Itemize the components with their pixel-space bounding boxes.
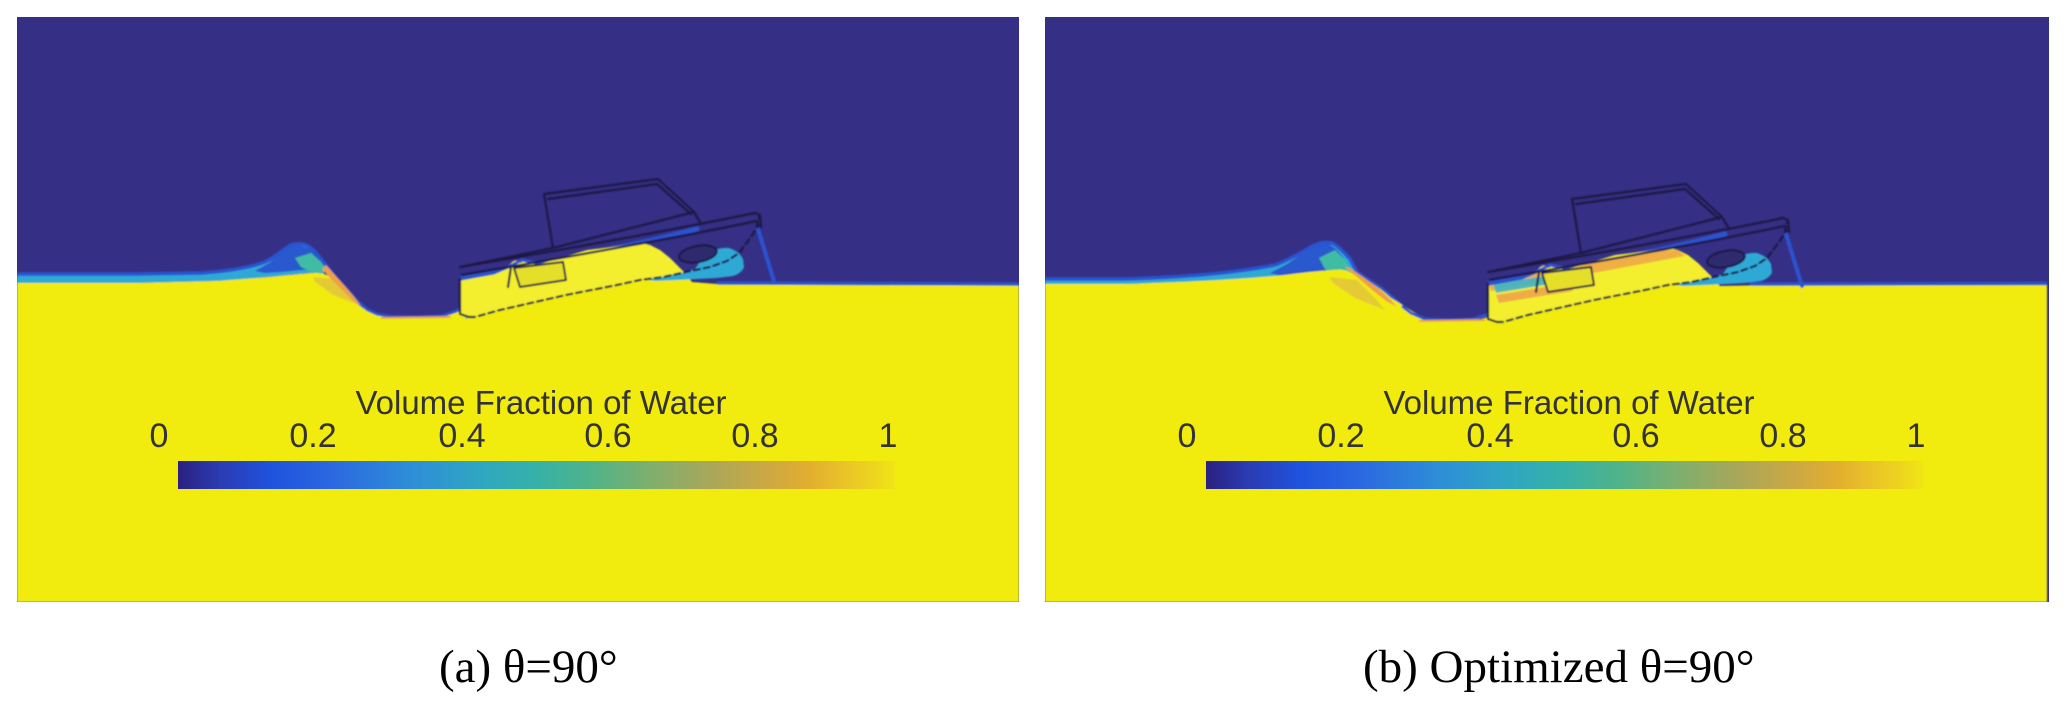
svg-text:0.6: 0.6 [1612,417,1659,455]
svg-text:0.2: 0.2 [289,417,336,455]
svg-text:Volume Fraction of Water: Volume Fraction of Water [1383,384,1754,421]
svg-text:0.8: 0.8 [1759,417,1806,455]
svg-text:0: 0 [1178,417,1197,455]
svg-text:0.4: 0.4 [438,417,485,455]
svg-text:0.6: 0.6 [584,417,631,455]
svg-text:Volume Fraction of Water: Volume Fraction of Water [355,384,726,421]
svg-text:0.8: 0.8 [731,417,778,455]
svg-text:0: 0 [150,417,169,455]
svg-text:0.4: 0.4 [1466,417,1513,455]
svg-text:1: 1 [879,417,898,455]
svg-text:1: 1 [1907,417,1926,455]
svg-text:0.2: 0.2 [1317,417,1364,455]
